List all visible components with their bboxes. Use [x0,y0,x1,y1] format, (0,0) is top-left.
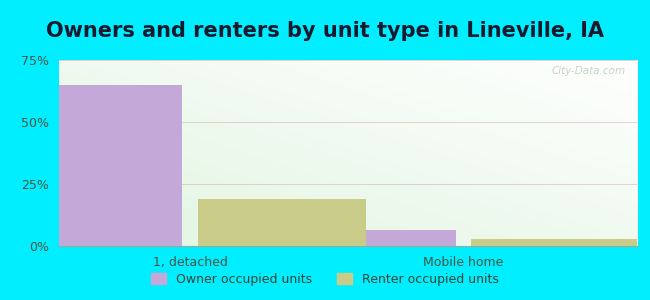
Bar [471,238,640,246]
Legend: Owner occupied units, Renter occupied units: Owner occupied units, Renter occupied un… [146,268,504,291]
Bar [14,85,182,246]
Text: City-Data.com: City-Data.com [551,66,625,76]
Text: Owners and renters by unit type in Lineville, IA: Owners and renters by unit type in Linev… [46,21,604,41]
Bar [198,199,366,246]
Bar [287,230,456,246]
